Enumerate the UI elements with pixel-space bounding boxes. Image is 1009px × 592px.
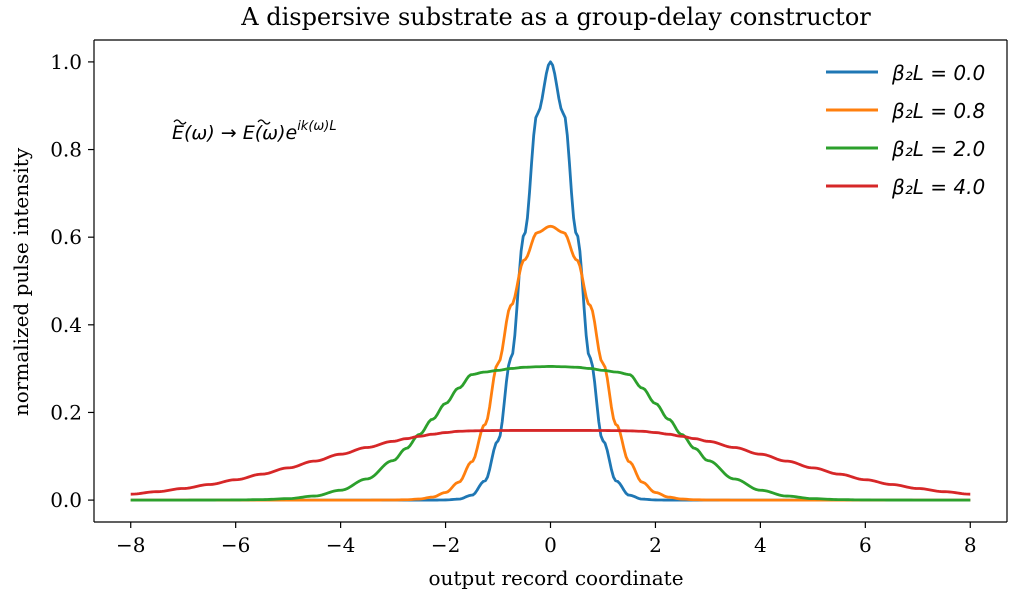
legend: β₂L = 0.0 β₂L = 0.8 β₂L = 2.0 β₂L = 4.0 <box>826 61 985 199</box>
y-tick-label: 0.4 <box>50 313 82 337</box>
y-tick-label: 0.8 <box>50 138 82 162</box>
chart-title: A dispersive substrate as a group-delay … <box>240 3 871 31</box>
x-tick-label: 0 <box>544 533 557 557</box>
x-tick-label: −8 <box>116 533 145 557</box>
y-tick-label: 0.2 <box>50 400 82 424</box>
y-axis-label: normalized pulse intensity <box>9 147 33 416</box>
y-tick-label: 0.0 <box>50 488 82 512</box>
chart-annotation: E(ω) → E(ω)eik(ω)L <box>172 119 337 144</box>
x-axis-label: output record coordinate <box>428 566 683 590</box>
x-tick-label: −2 <box>431 533 460 557</box>
x-tick-label: 4 <box>754 533 767 557</box>
legend-label: β₂L = 0.8 <box>891 99 985 123</box>
legend-label: β₂L = 0.0 <box>891 61 985 85</box>
annotation-text: E(ω) → E(ω)eik(ω)L <box>172 119 337 144</box>
x-tick-label: 6 <box>859 533 872 557</box>
x-tick-label: 8 <box>964 533 977 557</box>
legend-label: β₂L = 2.0 <box>891 137 985 161</box>
x-tick-label: −4 <box>326 533 355 557</box>
tilde-mark <box>173 119 187 125</box>
y-tick-label: 0.6 <box>50 225 82 249</box>
y-tick-label: 1.0 <box>50 50 82 74</box>
plot-area: −8 −6 −4 −2 0 2 4 6 8 0.0 0.2 0.4 0.6 0.8 1.0 <box>50 39 1008 557</box>
tilde-mark <box>257 119 271 125</box>
series-line-3 <box>130 429 971 496</box>
series-line-2 <box>130 365 971 502</box>
x-tick-label: −6 <box>221 533 250 557</box>
series-line-1 <box>130 224 971 502</box>
x-tick-label: 2 <box>649 533 662 557</box>
legend-label: β₂L = 4.0 <box>891 175 985 199</box>
